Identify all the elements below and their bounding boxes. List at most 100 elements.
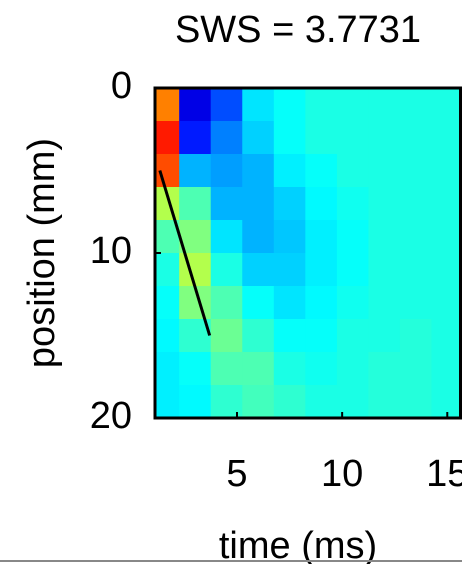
heat-cell xyxy=(273,220,306,254)
heat-cell xyxy=(336,319,369,353)
chart-title: SWS = 3.7731 xyxy=(175,9,421,51)
heat-cell xyxy=(368,253,401,287)
fit-line xyxy=(158,170,212,336)
heat-cell xyxy=(155,286,180,320)
heat-cell xyxy=(305,253,338,287)
heat-cell xyxy=(179,187,212,221)
heat-cell xyxy=(431,352,462,386)
y-axis-label: position (mm) xyxy=(21,138,63,368)
heat-cell xyxy=(336,220,369,254)
heat-cell xyxy=(399,319,433,353)
heat-cell xyxy=(368,286,401,320)
heat-cell xyxy=(210,220,243,254)
heat-cell xyxy=(305,121,338,155)
heat-cell xyxy=(431,220,462,254)
heat-cell xyxy=(305,154,338,188)
heat-cell xyxy=(305,286,338,320)
heat-cell xyxy=(431,187,462,221)
heat-cell xyxy=(179,121,212,155)
heat-cell xyxy=(242,253,275,287)
heat-cell xyxy=(368,154,401,188)
heat-cell xyxy=(336,154,369,188)
heat-cell xyxy=(399,187,433,221)
heat-cell xyxy=(155,319,180,353)
heat-cell xyxy=(305,319,338,353)
heat-cell xyxy=(368,385,401,418)
heat-cell xyxy=(273,187,306,221)
heat-cell xyxy=(368,220,401,254)
y-tick-label: 20 xyxy=(90,395,132,437)
heat-cell xyxy=(273,352,306,386)
heat-cell xyxy=(210,88,243,122)
heat-cell xyxy=(273,121,306,155)
heat-cell xyxy=(210,121,243,155)
heat-cell xyxy=(155,88,180,122)
heat-cell xyxy=(179,352,212,386)
x-tick-label: 5 xyxy=(226,453,247,495)
heat-cell xyxy=(210,187,243,221)
heat-cell xyxy=(431,121,462,155)
heat-cell xyxy=(179,88,212,122)
heat-cell xyxy=(399,352,433,386)
heat-cell xyxy=(242,286,275,320)
heat-cell xyxy=(336,253,369,287)
y-tick-label: 0 xyxy=(111,65,132,107)
heat-cell xyxy=(368,121,401,155)
heat-cell xyxy=(399,88,433,122)
heat-cell xyxy=(155,121,180,155)
heat-cell xyxy=(273,385,306,418)
heat-cell xyxy=(336,121,369,155)
heat-cell xyxy=(155,352,180,386)
heat-cell xyxy=(273,88,306,122)
heat-cell xyxy=(242,319,275,353)
heat-cell xyxy=(399,253,433,287)
heat-cell xyxy=(431,154,462,188)
heat-cell xyxy=(431,253,462,287)
heat-cell xyxy=(155,385,180,418)
heat-cell xyxy=(210,319,243,353)
heat-cell xyxy=(305,88,338,122)
heat-cell xyxy=(399,385,433,418)
heat-cell xyxy=(210,286,243,320)
heat-cell xyxy=(242,88,275,122)
heat-cell xyxy=(273,286,306,320)
heat-cell xyxy=(368,319,401,353)
heat-cell xyxy=(368,352,401,386)
heat-cell xyxy=(242,220,275,254)
heat-cell xyxy=(210,253,243,287)
x-tick-label: 10 xyxy=(321,453,363,495)
heat-cell xyxy=(273,319,306,353)
heat-cell xyxy=(305,187,338,221)
heat-cell xyxy=(368,187,401,221)
heat-cell xyxy=(431,286,462,320)
heat-cell xyxy=(305,220,338,254)
heat-cell xyxy=(242,154,275,188)
heat-cell xyxy=(273,154,306,188)
heat-cell xyxy=(431,88,462,122)
heat-cell xyxy=(305,352,338,386)
heat-cell xyxy=(210,352,243,386)
heat-cell xyxy=(210,154,243,188)
heat-cell xyxy=(431,319,462,353)
heat-cell xyxy=(305,385,338,418)
x-axis-label: time (ms) xyxy=(219,525,377,564)
heat-cell xyxy=(336,352,369,386)
heat-cell xyxy=(399,286,433,320)
heat-cell xyxy=(336,187,369,221)
heat-cell xyxy=(242,352,275,386)
x-tick-label: 15 xyxy=(426,453,462,495)
heat-cell xyxy=(368,88,401,122)
heat-cell xyxy=(179,253,212,287)
heat-cell xyxy=(155,253,180,287)
heat-cell xyxy=(399,121,433,155)
heat-cell xyxy=(336,88,369,122)
heat-cell xyxy=(242,121,275,155)
heat-cell xyxy=(399,154,433,188)
heat-cell xyxy=(242,187,275,221)
heatmap xyxy=(155,88,462,418)
heat-cell xyxy=(179,385,212,418)
heat-cell xyxy=(242,385,275,418)
heat-cell xyxy=(399,220,433,254)
